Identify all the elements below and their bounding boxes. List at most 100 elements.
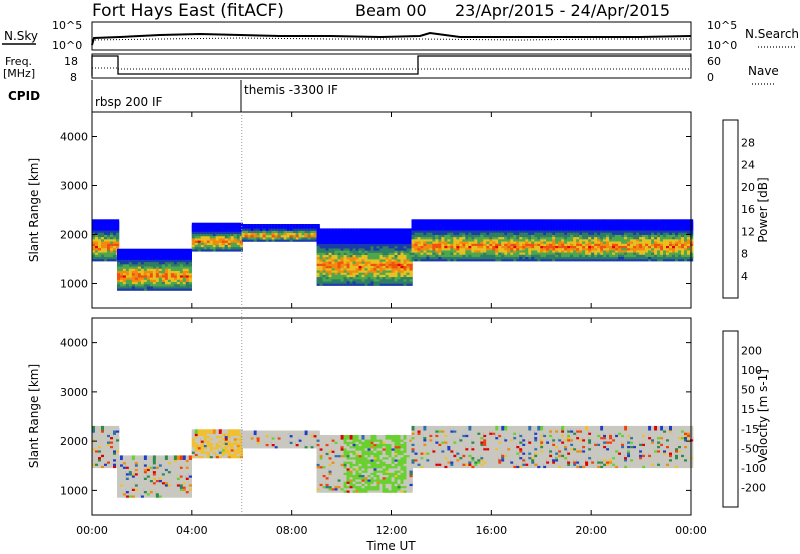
heatmap-cell — [319, 461, 323, 467]
heatmap-cell — [334, 461, 338, 467]
heatmap-cell — [313, 430, 317, 436]
heatmap-cell — [113, 219, 117, 224]
heatmap-cell — [92, 219, 96, 224]
heatmap-cell — [253, 224, 257, 229]
heatmap-cell — [295, 430, 299, 436]
heatmap-cell — [355, 461, 359, 467]
heatmap-cell — [546, 219, 550, 224]
heatmap-cell — [170, 462, 175, 467]
heatmap-cell — [337, 461, 341, 467]
heatmap-cell — [576, 219, 580, 224]
cpid-segment-1: rbsp 200 IF — [95, 95, 162, 109]
heatmap-cell — [588, 219, 592, 224]
heatmap-cell — [352, 446, 356, 451]
heatmap-cell — [176, 455, 181, 460]
heatmap-cell — [140, 455, 145, 460]
heatmap-cell — [355, 435, 359, 440]
heatmap-cell — [400, 228, 404, 233]
nsky-label: N.Sky — [4, 29, 38, 43]
heatmap-cell — [167, 455, 172, 460]
heatmap-cell — [367, 228, 371, 233]
heatmap-cell — [116, 425, 120, 431]
heatmap-cell — [492, 219, 496, 224]
heatmap-cell — [203, 222, 207, 228]
heatmap-cell — [149, 455, 154, 460]
freq-tick-high: 18 — [64, 55, 78, 68]
heatmap-cell — [161, 462, 166, 467]
heatmap-cell — [224, 429, 228, 434]
heatmap-cell — [316, 430, 320, 436]
heatmap-cell — [367, 435, 371, 440]
heatmap-cell — [382, 228, 386, 233]
heatmap-cell — [406, 228, 410, 233]
heatmap-cell — [221, 222, 225, 228]
nave-tick-high: 60 — [707, 55, 721, 68]
heatmap-cell — [594, 219, 598, 224]
heatmap-cell — [253, 430, 257, 436]
heatmap-cell — [361, 446, 365, 451]
heatmap-cell — [328, 228, 332, 233]
heatmap-cell — [579, 219, 583, 224]
heatmap-cell — [570, 219, 574, 224]
heatmap-cell — [120, 248, 124, 254]
ytick-label: 1000 — [60, 278, 88, 291]
heatmap-cell — [507, 219, 511, 224]
heatmap-cell — [361, 435, 365, 440]
power-ylabel: Slant Range [km] — [27, 158, 41, 262]
heatmap-cell — [316, 461, 320, 467]
heatmap-cell — [173, 248, 178, 254]
heatmap-cell — [304, 224, 308, 229]
heatmap-cell — [250, 430, 254, 436]
heatmap-cell — [120, 462, 124, 467]
heatmap-cell — [403, 228, 407, 233]
heatmap-cell — [134, 248, 139, 254]
heatmap-cell — [146, 455, 151, 460]
heatmap-cell — [131, 455, 136, 460]
heatmap-cell — [241, 430, 245, 436]
heatmap-cell — [286, 430, 290, 436]
heatmap-cell — [420, 219, 424, 224]
heatmap-cell — [480, 219, 484, 224]
heatmap-cell — [120, 455, 124, 460]
date-range: 23/Apr/2015 - 24/Apr/2015 — [455, 1, 670, 20]
ytick-label: 2000 — [60, 229, 88, 242]
heatmap-cell — [543, 219, 547, 224]
heatmap-cell — [675, 219, 679, 224]
heatmap-cell — [486, 219, 490, 224]
heatmap-cell — [230, 429, 234, 434]
heatmap-cell — [188, 462, 192, 467]
heatmap-cell — [117, 248, 121, 254]
heatmap-cell — [259, 430, 263, 436]
heatmap-cell — [310, 430, 314, 436]
heatmap-cell — [218, 429, 222, 434]
heatmap-cell — [227, 429, 231, 434]
heatmap-cell — [125, 462, 130, 467]
heatmap-cell — [325, 461, 329, 467]
heatmap-cell — [343, 446, 347, 451]
heatmap-cell — [137, 455, 142, 460]
heatmap-cell — [304, 430, 308, 436]
heatmap-cell — [316, 446, 320, 451]
heatmap-cell — [624, 219, 628, 224]
heatmap-cell — [621, 219, 625, 224]
heatmap-cell — [358, 461, 362, 467]
heatmap-cell — [651, 219, 655, 224]
heatmap-cell — [340, 435, 344, 440]
heatmap-cell — [364, 228, 368, 233]
freq-tick-low: 8 — [70, 71, 77, 84]
ytick-label: 3000 — [60, 180, 88, 193]
heatmap-cell — [230, 222, 234, 228]
heatmap-cell — [158, 462, 163, 467]
heatmap-cell — [176, 248, 181, 254]
heatmap-cell — [152, 248, 157, 254]
heatmap-cell — [167, 462, 172, 467]
heatmap-cell — [224, 222, 228, 228]
nsky-tick-low: 10^0 — [52, 39, 82, 52]
heatmap-cell — [244, 430, 248, 436]
heatmap-cell — [573, 219, 577, 224]
heatmap-cell — [256, 430, 260, 436]
heatmap-cell — [343, 435, 347, 440]
heatmap-cell — [185, 462, 189, 467]
heatmap-cell — [155, 248, 160, 254]
heatmap-cell — [325, 435, 329, 440]
